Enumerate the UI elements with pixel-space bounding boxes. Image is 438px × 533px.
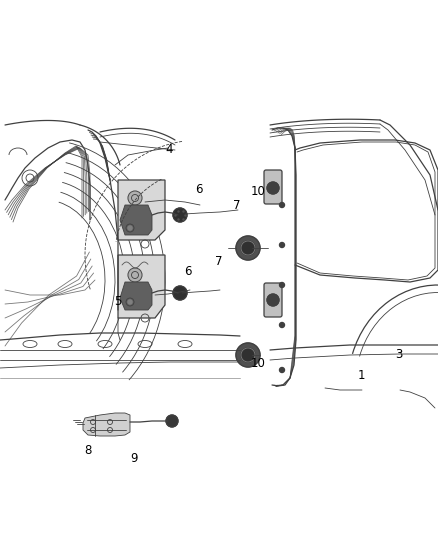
- Circle shape: [267, 182, 279, 194]
- Circle shape: [128, 300, 132, 304]
- FancyBboxPatch shape: [264, 170, 282, 204]
- Text: 1: 1: [357, 369, 365, 382]
- Circle shape: [128, 268, 142, 282]
- Circle shape: [267, 294, 279, 306]
- Circle shape: [236, 343, 260, 367]
- Circle shape: [128, 191, 142, 205]
- Polygon shape: [120, 282, 152, 310]
- Text: 7: 7: [233, 199, 240, 212]
- Text: 3: 3: [395, 348, 402, 361]
- Polygon shape: [83, 413, 130, 436]
- Polygon shape: [118, 180, 165, 240]
- Text: 7: 7: [215, 255, 223, 268]
- Circle shape: [279, 243, 285, 247]
- FancyBboxPatch shape: [264, 283, 282, 317]
- Polygon shape: [118, 255, 165, 318]
- Text: 8: 8: [84, 444, 91, 457]
- Polygon shape: [120, 205, 152, 235]
- Circle shape: [128, 226, 132, 230]
- Circle shape: [279, 322, 285, 327]
- Circle shape: [173, 208, 187, 222]
- Circle shape: [166, 415, 178, 427]
- Text: 9: 9: [130, 452, 138, 465]
- Text: 6: 6: [195, 183, 203, 196]
- Text: 10: 10: [251, 357, 266, 370]
- Text: 5: 5: [115, 295, 122, 308]
- Text: 10: 10: [251, 185, 266, 198]
- Circle shape: [241, 348, 255, 362]
- Circle shape: [279, 367, 285, 373]
- Circle shape: [279, 203, 285, 207]
- Circle shape: [236, 236, 260, 260]
- Circle shape: [279, 282, 285, 287]
- Circle shape: [241, 241, 255, 255]
- Text: 6: 6: [184, 265, 192, 278]
- Text: 4: 4: [165, 143, 173, 156]
- Circle shape: [173, 286, 187, 300]
